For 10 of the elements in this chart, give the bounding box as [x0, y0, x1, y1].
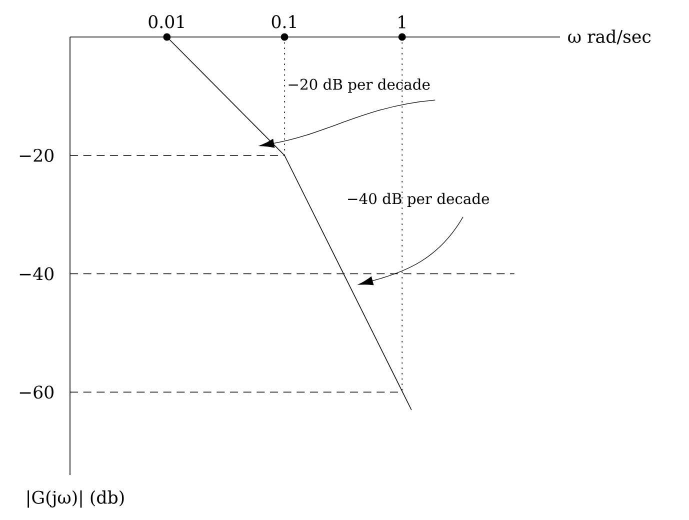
y-axis-title: |G(jω)| (db) [28, 490, 124, 508]
y-tick-label: −20 [20, 148, 54, 162]
x-tick-label: 1 [398, 15, 406, 28]
x-tick-label: 0.01 [148, 15, 184, 28]
x-axis-title: ω rad/sec [568, 30, 651, 44]
annotation: −40 dB per decade [348, 192, 490, 208]
annotation: −20 dB per decade [288, 78, 430, 93]
x-tick-label: 0.1 [272, 15, 296, 28]
y-tick-label: −60 [20, 386, 54, 399]
y-tick-label: −40 [20, 267, 54, 280]
